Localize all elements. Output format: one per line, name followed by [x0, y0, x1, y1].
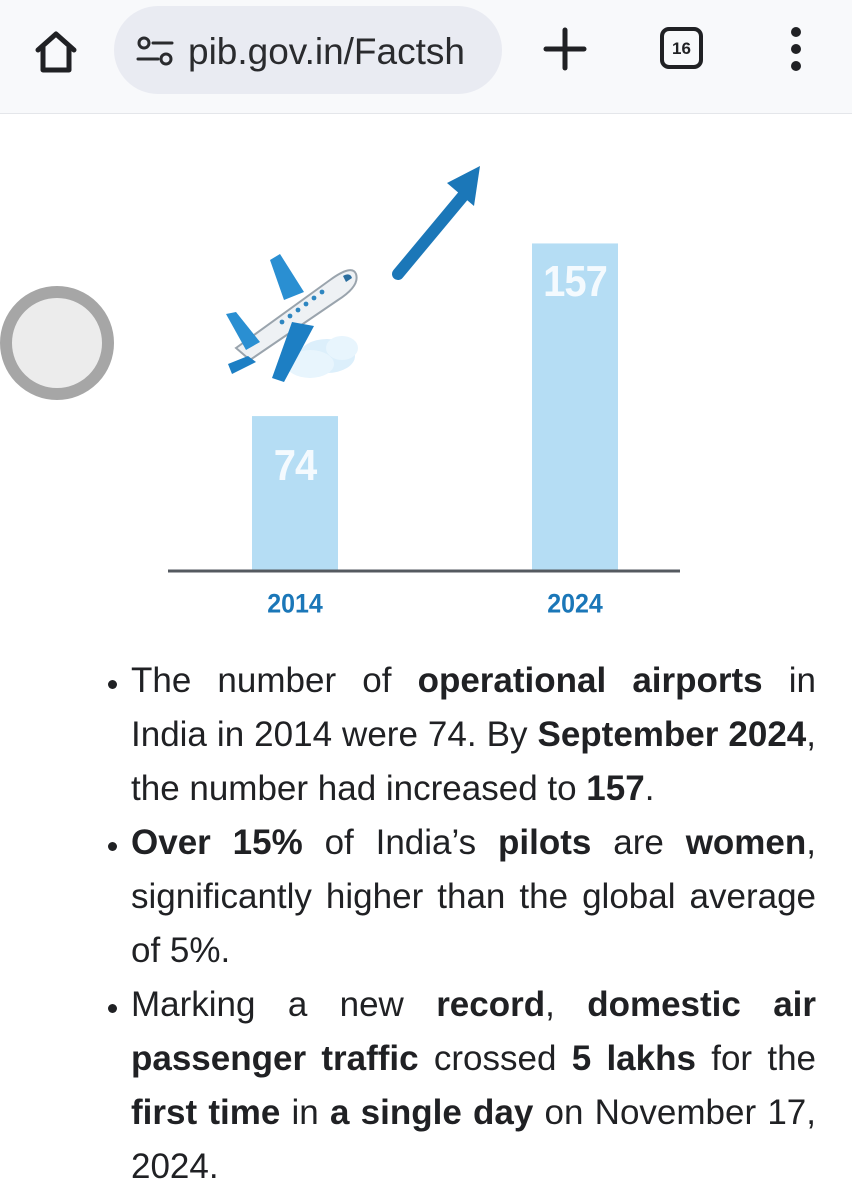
browser-toolbar: pib.gov.in/Factsh 16 [0, 0, 852, 114]
list-item: Marking a new record, domestic air passe… [100, 978, 816, 1194]
x-tick-label: 2014 [267, 588, 323, 620]
bullet-icon [108, 680, 117, 689]
plus-icon[interactable] [540, 24, 590, 74]
tune-icon[interactable] [136, 36, 174, 66]
list-item: Over 15% of India’s pilots are women, si… [100, 816, 816, 978]
bar-2024 [532, 243, 618, 570]
list-item: The number of operational airports in In… [100, 654, 816, 816]
bullet-icon [108, 842, 117, 851]
tab-count: 16 [672, 38, 691, 58]
bar-value-label: 74 [273, 442, 318, 490]
tab-switcher-button[interactable]: 16 [660, 27, 703, 69]
x-tick-label: 2024 [547, 588, 603, 620]
airplane-icon [226, 254, 358, 382]
bullet-text: Marking a new record, domestic air passe… [131, 985, 817, 1186]
bullet-text: The number of operational airports in In… [131, 661, 817, 808]
bar-2014 [252, 416, 338, 570]
bullet-icon [108, 1004, 117, 1013]
bullet-text: Over 15% of India’s pilots are women, si… [131, 823, 816, 970]
airports-chart: 74 157 2014 2024 [150, 114, 710, 630]
address-bar[interactable]: pib.gov.in/Factsh [114, 6, 502, 94]
floating-action-button[interactable] [0, 286, 114, 400]
url-text[interactable]: pib.gov.in/Factsh [188, 31, 465, 72]
facts-list: The number of operational airports in In… [100, 654, 816, 1194]
bar-value-label: 157 [543, 258, 608, 306]
trend-arrow-icon [392, 166, 480, 280]
home-icon[interactable] [30, 26, 82, 78]
overflow-menu-icon[interactable] [776, 24, 816, 74]
chart-svg [168, 166, 680, 573]
